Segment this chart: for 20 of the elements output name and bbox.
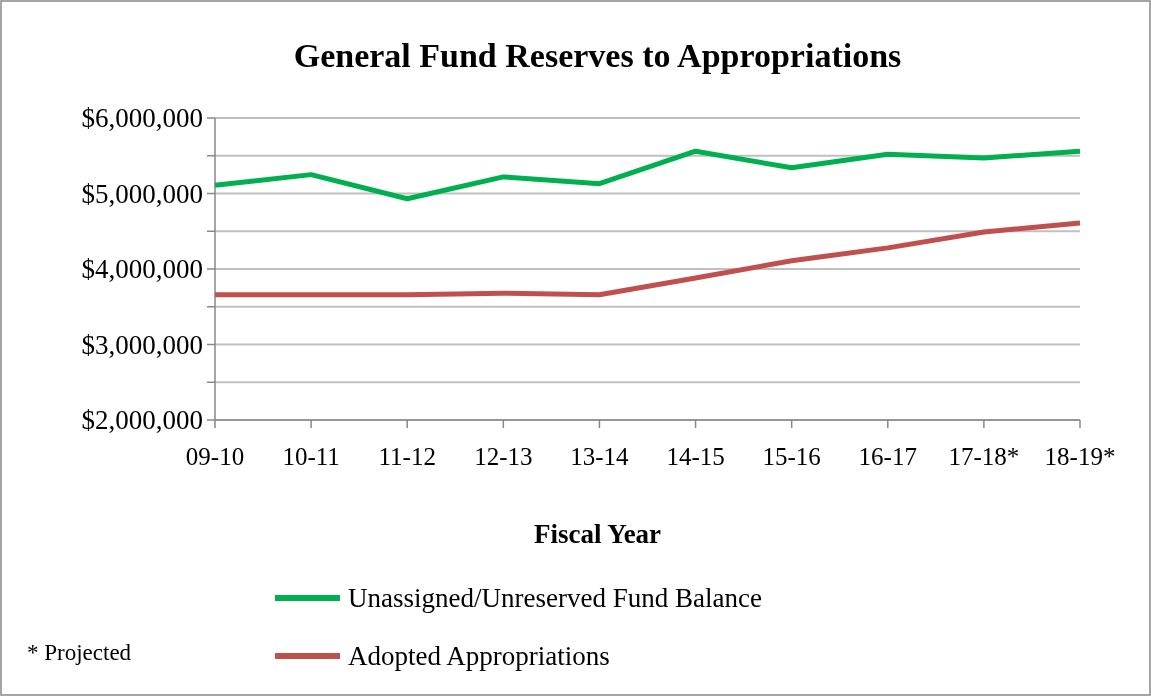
x-tick-label: 14-15 bbox=[666, 443, 725, 470]
x-tick-label: 11-12 bbox=[378, 443, 436, 470]
x-axis-title: Fiscal Year bbox=[533, 519, 662, 549]
y-tick-label: $3,000,000 bbox=[81, 329, 203, 360]
x-tick-label: 17-18* bbox=[948, 443, 1020, 470]
y-tick-label: $5,000,000 bbox=[81, 178, 203, 209]
chart-title: General Fund Reserves to Appropriations bbox=[293, 37, 902, 74]
y-tick-label: $2,000,000 bbox=[81, 405, 203, 436]
x-tick-label: 18-19* bbox=[1044, 443, 1116, 470]
legend-label: Unassigned/Unreserved Fund Balance bbox=[348, 583, 762, 614]
x-tick-label: 09-10 bbox=[185, 443, 245, 470]
x-tick-label: 16-17 bbox=[858, 443, 917, 470]
y-tick-label: $4,000,000 bbox=[81, 254, 203, 285]
x-tick-label: 15-16 bbox=[762, 443, 821, 470]
y-tick-label: $6,000,000 bbox=[81, 103, 203, 134]
text: * Projected bbox=[27, 640, 132, 665]
x-tick-label: 13-14 bbox=[570, 443, 630, 470]
x-tick-label: 10-11 bbox=[282, 443, 340, 470]
x-tick-label: 12-13 bbox=[474, 443, 533, 470]
legend-label: Adopted Appropriations bbox=[348, 641, 610, 672]
